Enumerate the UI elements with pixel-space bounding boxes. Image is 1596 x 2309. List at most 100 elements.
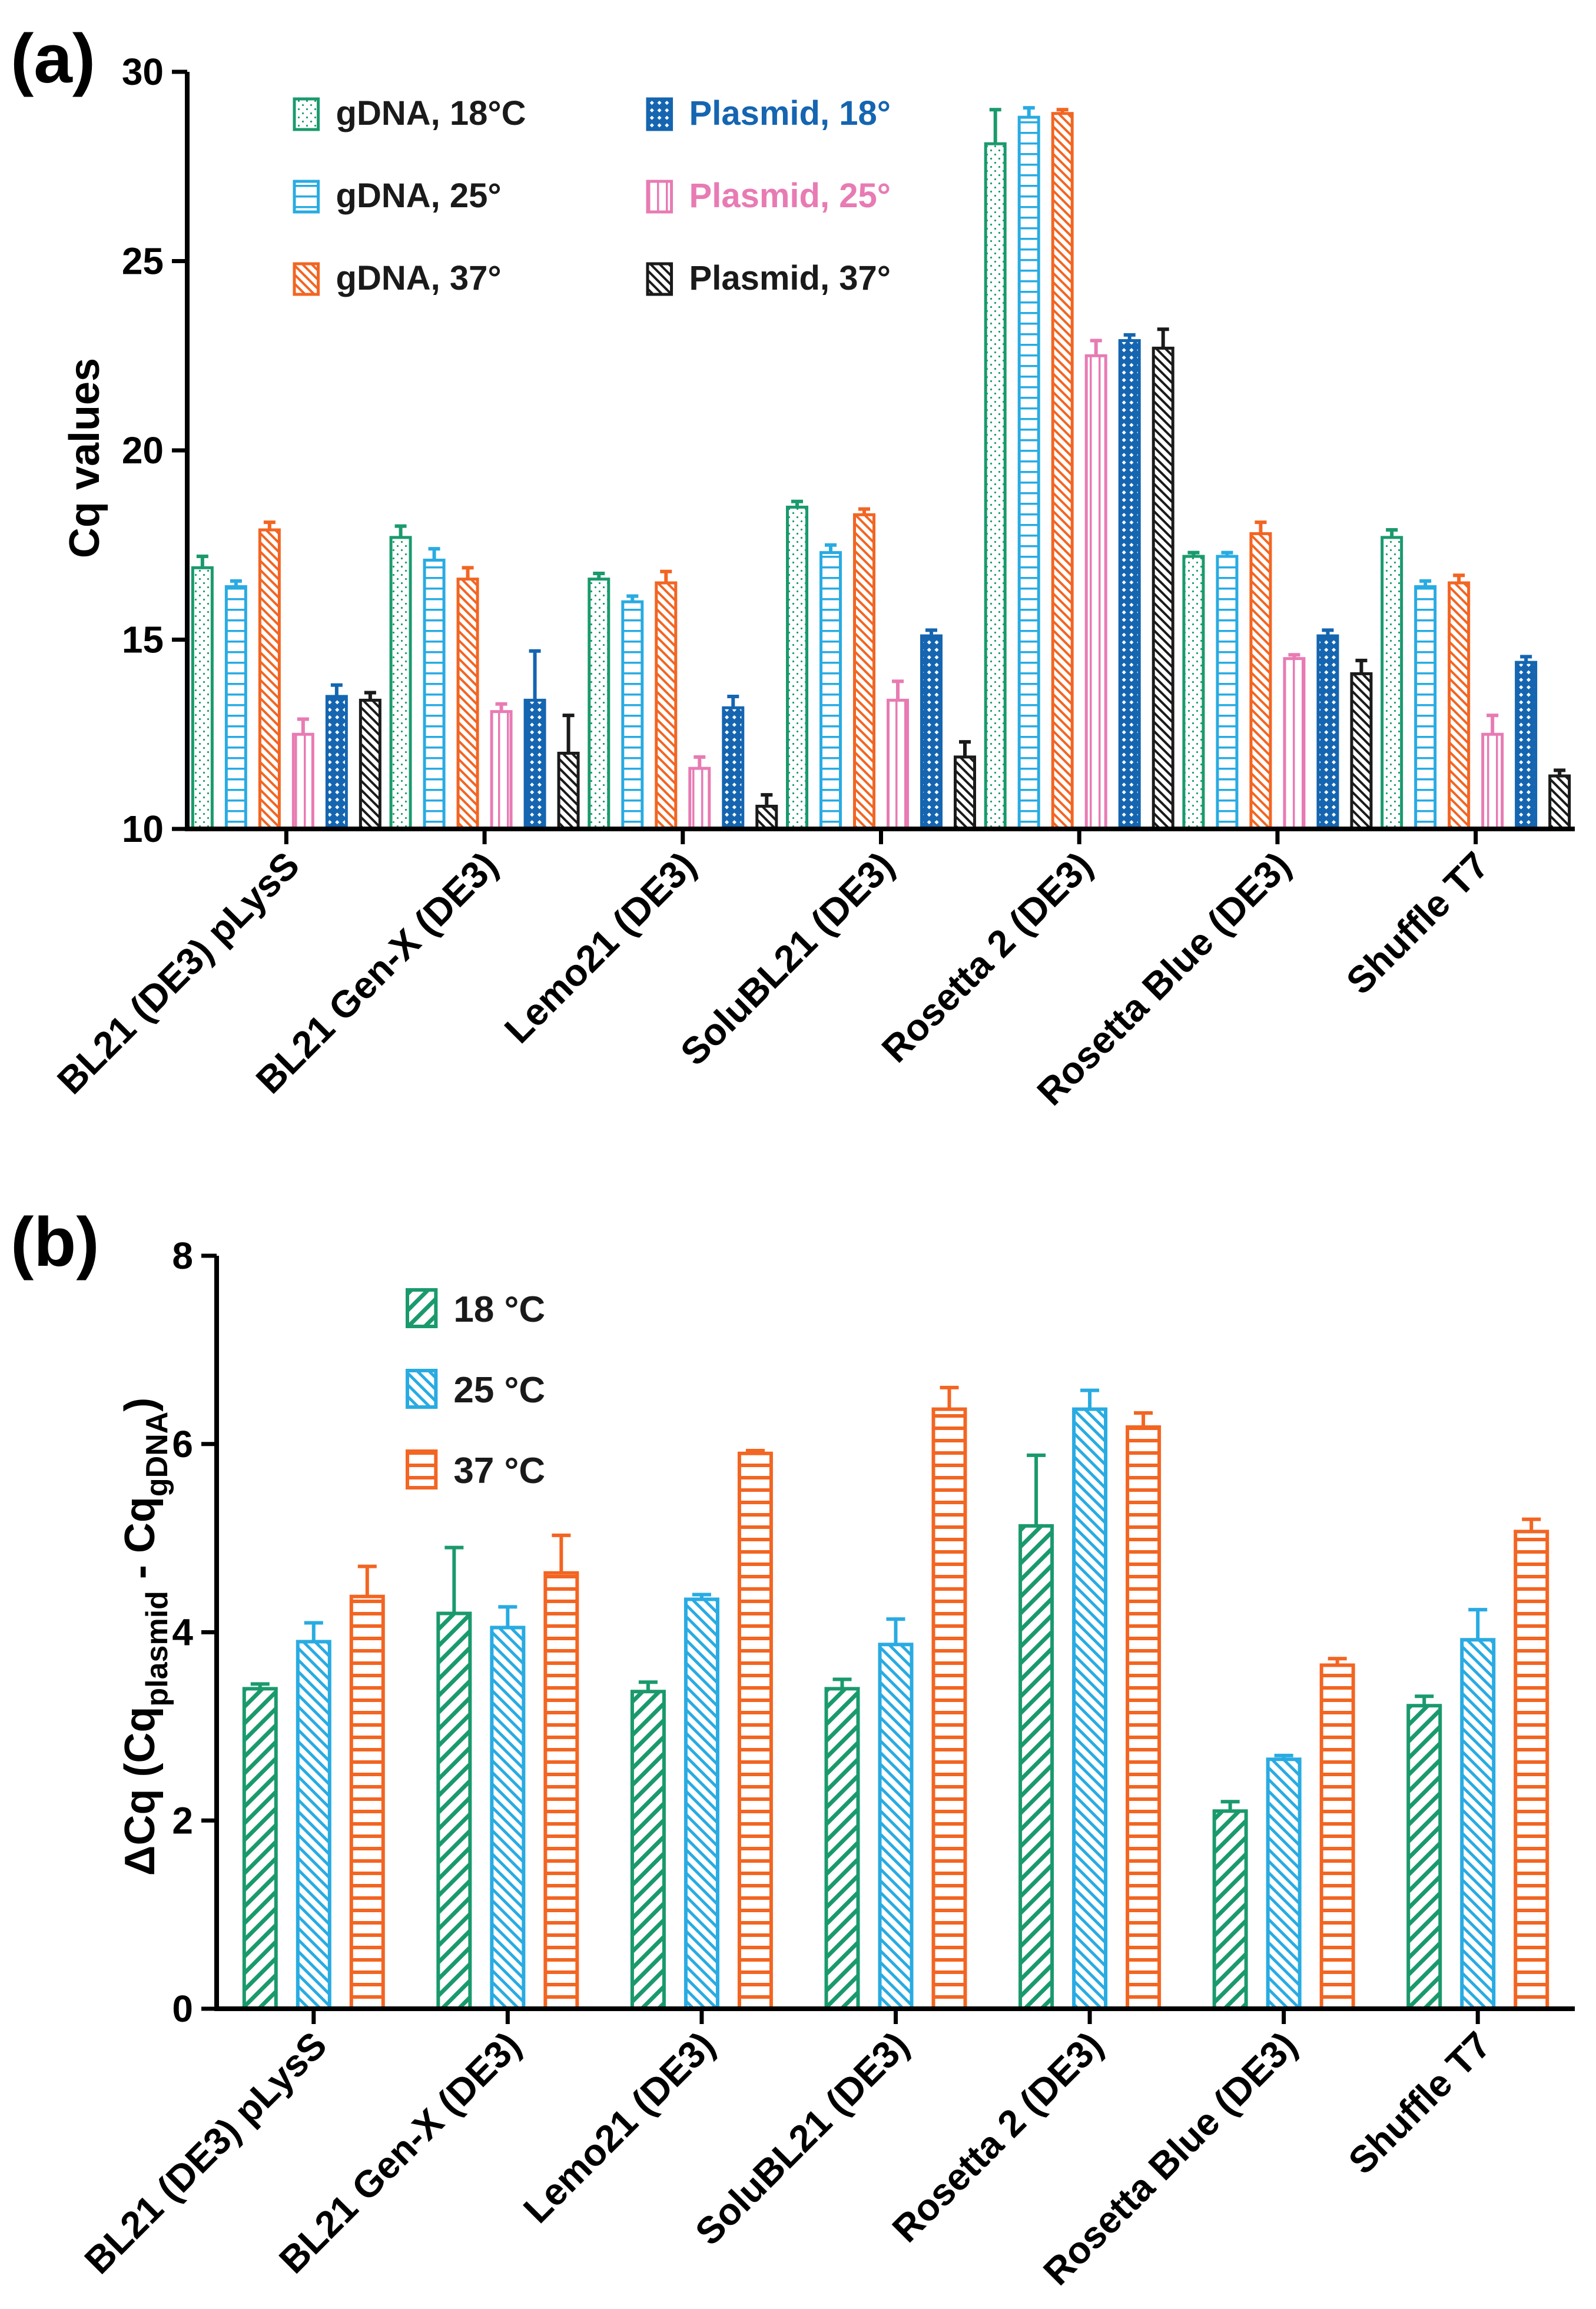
panel-a-label: (a) [11, 20, 95, 98]
panel-b-bars [242, 1385, 1549, 2011]
legend-label-plasmid-18: Plasmid, 18° [689, 94, 891, 132]
bar-plasmid-25-shuffle-t7 [1481, 732, 1504, 831]
bar-37-c-shuffle-t7 [1514, 1530, 1549, 2011]
panel-a-y-axis-label: Cq values [61, 358, 108, 558]
legend-label-18-c: 18 °C [453, 1289, 545, 1330]
y-tick-label: 4 [172, 1611, 193, 1654]
bar-37-c-solubl21-de3 [931, 1407, 967, 2011]
bar-25-c-lemo21-de3 [683, 1597, 719, 2011]
bar-25-c-bl21-gen-x-de3 [490, 1625, 526, 2011]
panel-b: (b) ΔCq (Cqplasmid - CqgDNA) 0 2 4 6 8 BL21 … [11, 1203, 1575, 2293]
bar-37-c-lemo21-de3 [737, 1451, 773, 2011]
bar-37-c-bl21-de3-plyss [349, 1594, 385, 2011]
y-tick-label: 0 [172, 1988, 193, 2030]
bar-18-c-rosetta-blue-de3 [1212, 1809, 1248, 2011]
category-label-solubl21-de3: SoluBL21 (DE3) [687, 2023, 917, 2253]
bar-gdna-37-rosetta-2-de3 [1051, 112, 1074, 831]
y-tick-label: 10 [122, 808, 164, 850]
bar-25-c-bl21-de3-plyss [296, 1640, 331, 2011]
ylabel-part-2: - Cq [117, 1497, 164, 1591]
bar-plasmid-25-solubl21-de3 [887, 698, 909, 831]
bar-plasmid-25-bl21-de3-plyss [291, 732, 314, 831]
bar-gdna-18-c-solubl21-de3 [786, 505, 808, 831]
bar-gdna-18-c-shuffle-t7 [1381, 536, 1403, 831]
legend-swatch-gdna-18-c [293, 97, 320, 131]
bar-37-c-rosetta-2-de3 [1126, 1425, 1162, 2011]
y-tick-label: 15 [122, 619, 164, 661]
bar-18-c-lemo21-de3 [630, 1690, 666, 2011]
y-tick-label: 30 [122, 51, 164, 93]
bar-gdna-25-bl21-gen-x-de3 [423, 558, 446, 831]
legend-label-gdna-25: gDNA, 25° [336, 177, 502, 215]
bar-plasmid-25-rosetta-blue-de3 [1283, 657, 1306, 831]
bar-plasmid-18-bl21-de3-plyss [325, 695, 348, 831]
legend-swatch-18-c [406, 1288, 438, 1328]
panel-b-legend: 18 °C 25 °C 37 °C [406, 1288, 545, 1491]
panel-b-y-ticks: 0 2 4 6 8 [172, 1235, 217, 2030]
y-tick-label: 6 [172, 1423, 193, 1465]
bar-25-c-rosetta-2-de3 [1072, 1407, 1108, 2011]
bar-gdna-18-c-bl21-de3-plyss [191, 566, 214, 831]
ylabel-sub-gdna: gDNA [140, 1412, 174, 1497]
legend-swatch-plasmid-25 [646, 180, 673, 214]
y-tick-label: 25 [122, 240, 164, 283]
bar-gdna-25-rosetta-2-de3 [1017, 115, 1040, 831]
panel-a-legend: gDNA, 18°C Plasmid, 18° gDNA, 25° Plasmid, … [293, 94, 891, 297]
legend-label-25-c: 25 °C [453, 1370, 545, 1411]
bar-plasmid-18-lemo21-de3 [722, 706, 745, 831]
legend-label-gdna-18-c: gDNA, 18°C [336, 94, 526, 132]
panel-b-y-axis-label: ΔCq (Cqplasmid - CqgDNA) [117, 1398, 174, 1876]
legend-swatch-37-c [406, 1449, 438, 1489]
y-tick-label: 2 [172, 1799, 193, 1842]
ylabel-part-3: ) [117, 1398, 164, 1412]
bar-18-c-rosetta-2-de3 [1018, 1524, 1054, 2011]
bar-gdna-37-bl21-de3-plyss [258, 528, 281, 831]
bar-gdna-18-c-rosetta-blue-de3 [1182, 555, 1205, 831]
bar-gdna-18-c-bl21-gen-x-de3 [389, 536, 412, 831]
y-tick-label: 8 [172, 1235, 193, 1277]
panel-a-y-ticks: 10 15 20 25 30 [122, 51, 187, 850]
bar-plasmid-18-rosetta-2-de3 [1118, 339, 1141, 831]
panel-a: (a) Cq values 10 15 20 25 30 BL21 (DE3) pLys… [11, 20, 1575, 1113]
bar-plasmid-37-rosetta-2-de3 [1152, 346, 1174, 831]
bar-gdna-18-c-rosetta-2-de3 [984, 142, 1007, 831]
category-label-shuffle-t7: Shuffle T7 [1340, 2023, 1499, 2182]
bar-plasmid-18-shuffle-t7 [1515, 661, 1538, 831]
bar-plasmid-37-rosetta-blue-de3 [1350, 672, 1373, 831]
bar-gdna-25-lemo21-de3 [621, 600, 644, 831]
panel-b-axes [214, 1256, 1575, 2024]
bar-25-c-solubl21-de3 [878, 1643, 914, 2011]
category-label-rosetta-2-de3: Rosetta 2 (DE3) [884, 2023, 1111, 2250]
bar-plasmid-37-shuffle-t7 [1548, 774, 1571, 831]
bar-18-c-bl21-gen-x-de3 [436, 1611, 472, 2011]
legend-label-gdna-37: gDNA, 37° [336, 259, 502, 297]
panel-b-label: (b) [11, 1203, 99, 1281]
legend-label-plasmid-37: Plasmid, 37° [689, 259, 891, 297]
bar-25-c-shuffle-t7 [1460, 1638, 1496, 2011]
bar-plasmid-37-lemo21-de3 [755, 804, 778, 831]
bar-plasmid-25-bl21-gen-x-de3 [490, 710, 513, 831]
legend-label-plasmid-25: Plasmid, 25° [689, 177, 891, 215]
legend-swatch-25-c [406, 1369, 438, 1409]
bar-gdna-37-lemo21-de3 [655, 581, 678, 831]
bar-plasmid-25-lemo21-de3 [688, 767, 711, 831]
bar-plasmid-18-bl21-gen-x-de3 [523, 698, 546, 831]
bar-gdna-25-shuffle-t7 [1414, 585, 1437, 831]
panel-a-bars [191, 106, 1571, 831]
bar-25-c-rosetta-blue-de3 [1266, 1757, 1302, 2011]
panel-a-axes [185, 72, 1575, 844]
legend-swatch-gdna-25 [293, 180, 320, 214]
y-tick-label: 20 [122, 429, 164, 472]
bar-plasmid-25-rosetta-2-de3 [1084, 354, 1107, 831]
legend-swatch-plasmid-37 [646, 262, 673, 296]
category-label-solubl21-de3: SoluBL21 (DE3) [672, 844, 902, 1073]
bar-plasmid-37-bl21-de3-plyss [359, 698, 381, 831]
bar-37-c-bl21-gen-x-de3 [543, 1571, 579, 2011]
category-label-rosetta-2-de3: Rosetta 2 (DE3) [874, 844, 1100, 1070]
bar-37-c-rosetta-blue-de3 [1319, 1663, 1355, 2011]
bar-gdna-25-rosetta-blue-de3 [1216, 555, 1239, 831]
bar-18-c-solubl21-de3 [824, 1687, 860, 2011]
